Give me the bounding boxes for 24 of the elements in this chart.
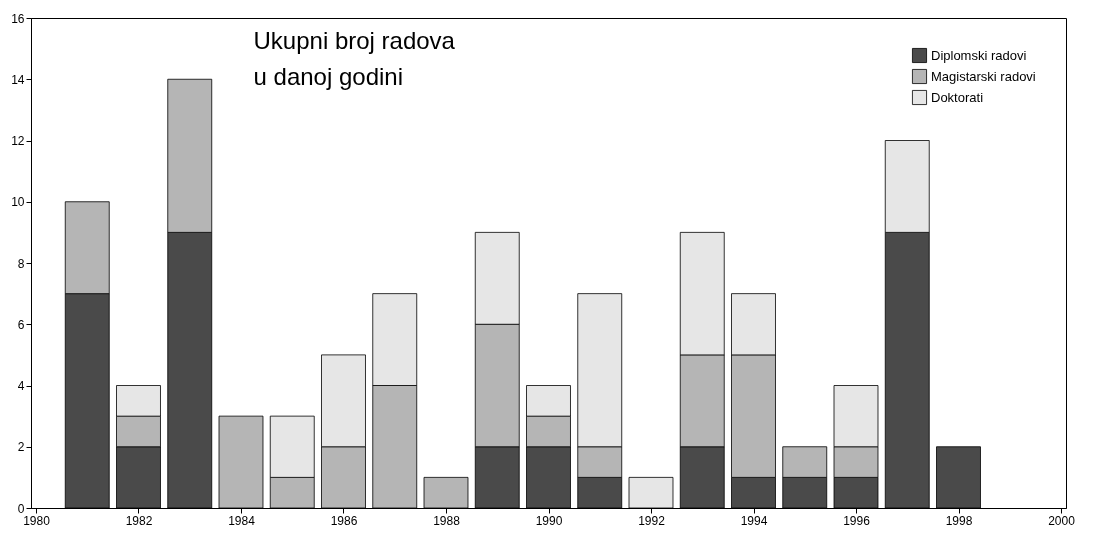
legend-label: Magistarski radovi [931, 68, 1036, 84]
x-tick-label: 1998 [945, 513, 973, 528]
y-tick-label: 6 [17, 317, 25, 332]
x-tick-label: 1994 [740, 513, 768, 528]
x-tick-label: 2000 [1048, 513, 1076, 528]
y-tick-label: 8 [17, 256, 25, 271]
annotation: Ukupni broj radova u danoj godini [253, 27, 456, 90]
x-tick-label: 1990 [535, 513, 563, 528]
x-tick-label: 1988 [433, 513, 461, 528]
y-tick-label: 4 [17, 379, 25, 393]
x-tick-label: 1984 [228, 513, 256, 528]
legend-label: Doktorati [931, 89, 984, 105]
x-tick-label: 1986 [330, 513, 358, 528]
y-tick-label: 10 [11, 195, 25, 210]
y-tick-label: 2 [17, 440, 25, 455]
x-tick-label: 1992 [638, 513, 666, 528]
y-tick-label: 16 [11, 11, 25, 26]
legend-label: Diplomski radovi [931, 47, 1027, 63]
x-tick-label: 1980 [23, 513, 51, 528]
y-tick-label: 14 [11, 72, 25, 87]
x-tick-label: 1982 [125, 513, 153, 528]
y-tick-label: 12 [11, 134, 25, 148]
y-tick-label: 0 [17, 501, 25, 516]
x-tick-label: 1996 [843, 513, 871, 528]
